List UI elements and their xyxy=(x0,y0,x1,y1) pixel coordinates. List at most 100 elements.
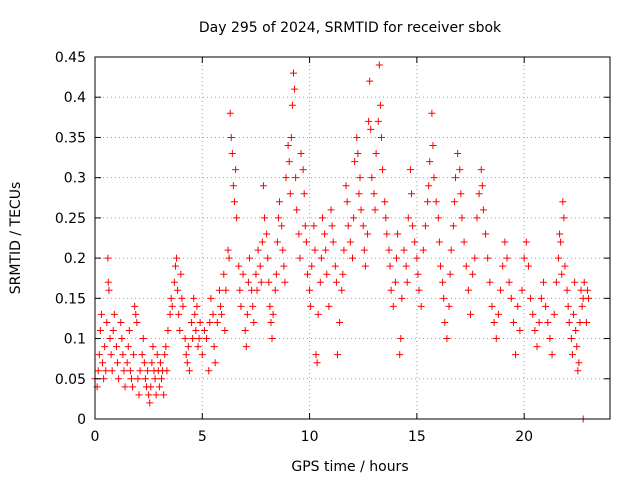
data-point xyxy=(311,246,319,254)
data-point xyxy=(125,327,133,335)
data-point xyxy=(462,262,470,270)
data-point xyxy=(350,214,358,222)
data-point xyxy=(332,278,340,286)
data-point xyxy=(210,343,218,351)
data-point xyxy=(331,262,339,270)
data-point xyxy=(494,310,502,318)
data-point xyxy=(452,174,459,182)
data-point xyxy=(266,302,274,310)
data-point xyxy=(338,286,346,294)
data-point xyxy=(257,278,265,286)
data-point xyxy=(306,286,314,294)
data-point xyxy=(577,286,585,294)
data-point xyxy=(160,391,168,399)
data-point xyxy=(274,214,282,222)
data-point xyxy=(478,182,486,190)
data-point xyxy=(291,85,299,93)
y-tick-label: 0 xyxy=(77,412,86,428)
data-point xyxy=(110,310,118,318)
data-point xyxy=(501,238,509,246)
data-point xyxy=(355,190,363,198)
data-point xyxy=(268,335,276,343)
data-point xyxy=(458,214,466,222)
data-point xyxy=(215,286,223,294)
data-point xyxy=(360,246,368,254)
data-point xyxy=(313,359,321,367)
data-point xyxy=(145,391,153,399)
data-point xyxy=(285,158,293,166)
data-point xyxy=(520,254,528,262)
data-point xyxy=(217,302,225,310)
data-point xyxy=(426,158,434,166)
data-point xyxy=(190,294,198,302)
y-tick-label: 0.2 xyxy=(64,251,86,267)
data-point xyxy=(400,246,408,254)
data-point xyxy=(446,270,454,278)
data-point xyxy=(132,310,140,318)
data-point xyxy=(105,286,113,294)
data-point xyxy=(396,351,404,359)
data-point xyxy=(276,198,284,206)
data-point xyxy=(327,206,335,214)
data-point xyxy=(198,351,206,359)
data-point xyxy=(571,278,579,286)
data-point xyxy=(174,286,182,294)
data-point xyxy=(430,174,438,182)
data-point xyxy=(271,286,279,294)
data-point xyxy=(343,198,351,206)
data-point xyxy=(284,141,292,149)
data-point xyxy=(421,222,429,230)
data-points xyxy=(91,61,593,423)
data-point xyxy=(479,206,487,214)
x-tick-label: 0 xyxy=(91,429,100,445)
data-point xyxy=(118,335,126,343)
data-point xyxy=(184,343,192,351)
data-point xyxy=(253,286,261,294)
data-point xyxy=(497,286,505,294)
data-point xyxy=(139,335,147,343)
data-point xyxy=(138,351,146,359)
data-point xyxy=(415,286,423,294)
data-point xyxy=(211,359,219,367)
data-point xyxy=(194,343,202,351)
data-point xyxy=(443,335,451,343)
data-point xyxy=(572,327,580,335)
data-point xyxy=(469,270,477,278)
data-point xyxy=(129,383,137,391)
y-tick-label: 0.15 xyxy=(55,291,86,307)
data-point xyxy=(464,286,472,294)
data-point xyxy=(560,214,568,222)
data-point xyxy=(559,198,567,206)
data-point xyxy=(256,262,264,270)
data-point xyxy=(381,198,389,206)
data-point xyxy=(176,327,184,335)
data-point xyxy=(555,254,562,262)
data-point xyxy=(104,254,112,262)
data-point xyxy=(533,343,541,351)
data-point xyxy=(561,262,569,270)
data-point xyxy=(370,190,378,198)
data-point xyxy=(126,367,134,375)
data-point xyxy=(218,310,226,318)
x-tick-label: 15 xyxy=(408,429,426,445)
data-point xyxy=(254,246,262,254)
data-point xyxy=(99,359,107,367)
data-point xyxy=(191,310,199,318)
data-point xyxy=(394,230,402,238)
data-point xyxy=(518,286,526,294)
data-point xyxy=(273,238,281,246)
data-point xyxy=(356,174,364,182)
data-point xyxy=(353,133,361,141)
data-point xyxy=(366,77,374,85)
data-point xyxy=(552,278,560,286)
data-point xyxy=(460,238,468,246)
data-point xyxy=(232,166,240,174)
data-point xyxy=(450,198,458,206)
data-point xyxy=(575,359,583,367)
data-point xyxy=(179,302,187,310)
data-point xyxy=(120,367,128,375)
data-point xyxy=(293,206,301,214)
data-point xyxy=(235,262,243,270)
data-point xyxy=(419,246,427,254)
data-point xyxy=(436,262,444,270)
